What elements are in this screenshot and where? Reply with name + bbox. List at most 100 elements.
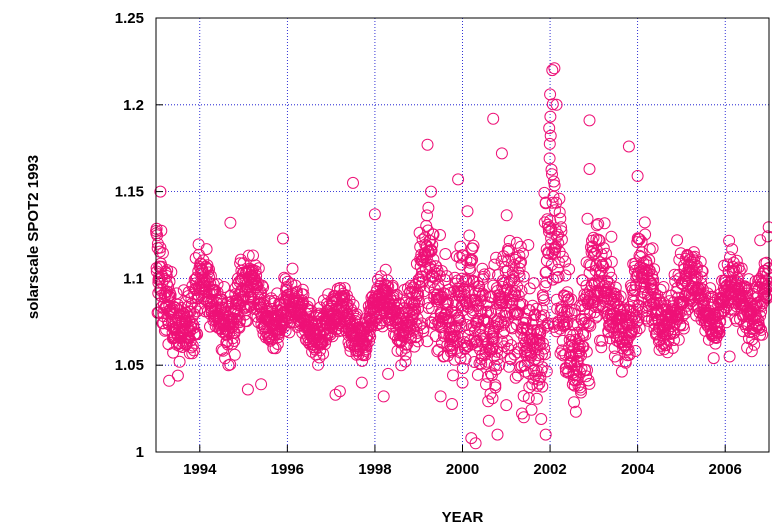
data-point: [550, 98, 563, 111]
data-point: [411, 327, 424, 339]
data-point: [427, 228, 440, 241]
data-point: [540, 276, 553, 289]
data-point: [527, 314, 540, 326]
data-point: [493, 358, 506, 371]
data-point: [587, 231, 600, 244]
data-point: [605, 230, 618, 243]
data-point: [646, 242, 659, 255]
data-point: [513, 262, 526, 275]
data-point: [438, 350, 450, 363]
data-point: [605, 255, 618, 268]
data-point: [233, 321, 246, 334]
data-point: [515, 256, 527, 269]
data-point: [546, 168, 558, 181]
data-point: [583, 266, 596, 279]
data-point: [536, 380, 549, 393]
data-point: [518, 359, 531, 372]
data-point: [241, 383, 254, 396]
data-point: [517, 390, 530, 402]
data-point: [258, 296, 271, 309]
data-point: [753, 299, 766, 312]
data-point: [600, 257, 612, 270]
data-point: [289, 279, 302, 292]
data-point: [252, 262, 265, 275]
data-point: [538, 294, 550, 307]
data-point: [446, 398, 458, 410]
data-point: [639, 228, 652, 241]
data-point: [456, 376, 469, 389]
data-point: [257, 281, 270, 294]
x-axis-label: YEAR: [442, 509, 484, 526]
data-point: [625, 314, 638, 327]
data-point: [611, 354, 624, 367]
data-point: [554, 212, 567, 225]
data-point: [417, 325, 430, 338]
data-point: [533, 377, 546, 390]
data-point: [547, 190, 560, 203]
data-point: [538, 342, 551, 355]
data-point: [559, 269, 572, 282]
data-point: [531, 379, 544, 392]
data-point: [154, 185, 167, 198]
data-point: [503, 244, 516, 257]
data-point: [735, 262, 748, 275]
y-tick-label: 1.15: [115, 184, 144, 201]
data-point: [683, 294, 696, 307]
data-point: [469, 437, 482, 450]
data-point: [632, 314, 645, 326]
data-point: [170, 287, 183, 300]
data-point: [498, 316, 511, 329]
y-tick-labels: 1 1.05 1.1 1.15 1.2 1.25: [115, 10, 144, 461]
data-point: [479, 289, 492, 302]
data-point: [452, 173, 465, 186]
data-point: [297, 288, 310, 301]
data-point: [605, 271, 618, 284]
data-point: [547, 175, 560, 188]
data-point: [638, 216, 651, 229]
data-point: [410, 288, 423, 300]
data-point: [522, 239, 535, 251]
data-point: [543, 221, 556, 233]
data-point: [475, 335, 488, 348]
data-point: [694, 255, 707, 268]
data-point: [514, 240, 527, 253]
data-point: [527, 277, 540, 290]
data-point: [530, 392, 543, 405]
data-point: [412, 295, 425, 308]
data-point: [677, 322, 690, 335]
data-point: [232, 320, 245, 333]
data-point: [218, 281, 231, 293]
data-point: [471, 368, 484, 381]
data-point: [704, 282, 717, 295]
data-point: [405, 279, 417, 292]
data-point: [760, 279, 772, 292]
data-point: [517, 247, 529, 260]
y-tick-label: 1.2: [123, 97, 144, 114]
data-point: [366, 319, 379, 332]
x-tick-label: 1994: [183, 461, 217, 478]
data-point: [539, 348, 551, 361]
data-point: [532, 373, 545, 386]
data-point: [577, 317, 590, 330]
data-point: [590, 219, 603, 232]
data-point: [540, 266, 553, 279]
data-point: [360, 343, 373, 356]
data-point: [495, 255, 508, 268]
data-point: [468, 333, 481, 346]
data-point: [668, 326, 681, 339]
data-point: [565, 307, 578, 320]
data-point: [654, 296, 667, 309]
data-point: [277, 232, 289, 245]
data-point: [632, 299, 645, 312]
data-point: [255, 378, 268, 391]
data-point: [151, 229, 164, 242]
data-point: [583, 258, 596, 271]
data-point: [556, 334, 569, 347]
data-point: [509, 371, 522, 384]
data-point: [211, 278, 224, 291]
data-point: [555, 233, 568, 246]
data-point: [537, 309, 550, 322]
data-point: [425, 244, 438, 257]
data-point: [455, 320, 468, 333]
data-point: [278, 271, 291, 284]
